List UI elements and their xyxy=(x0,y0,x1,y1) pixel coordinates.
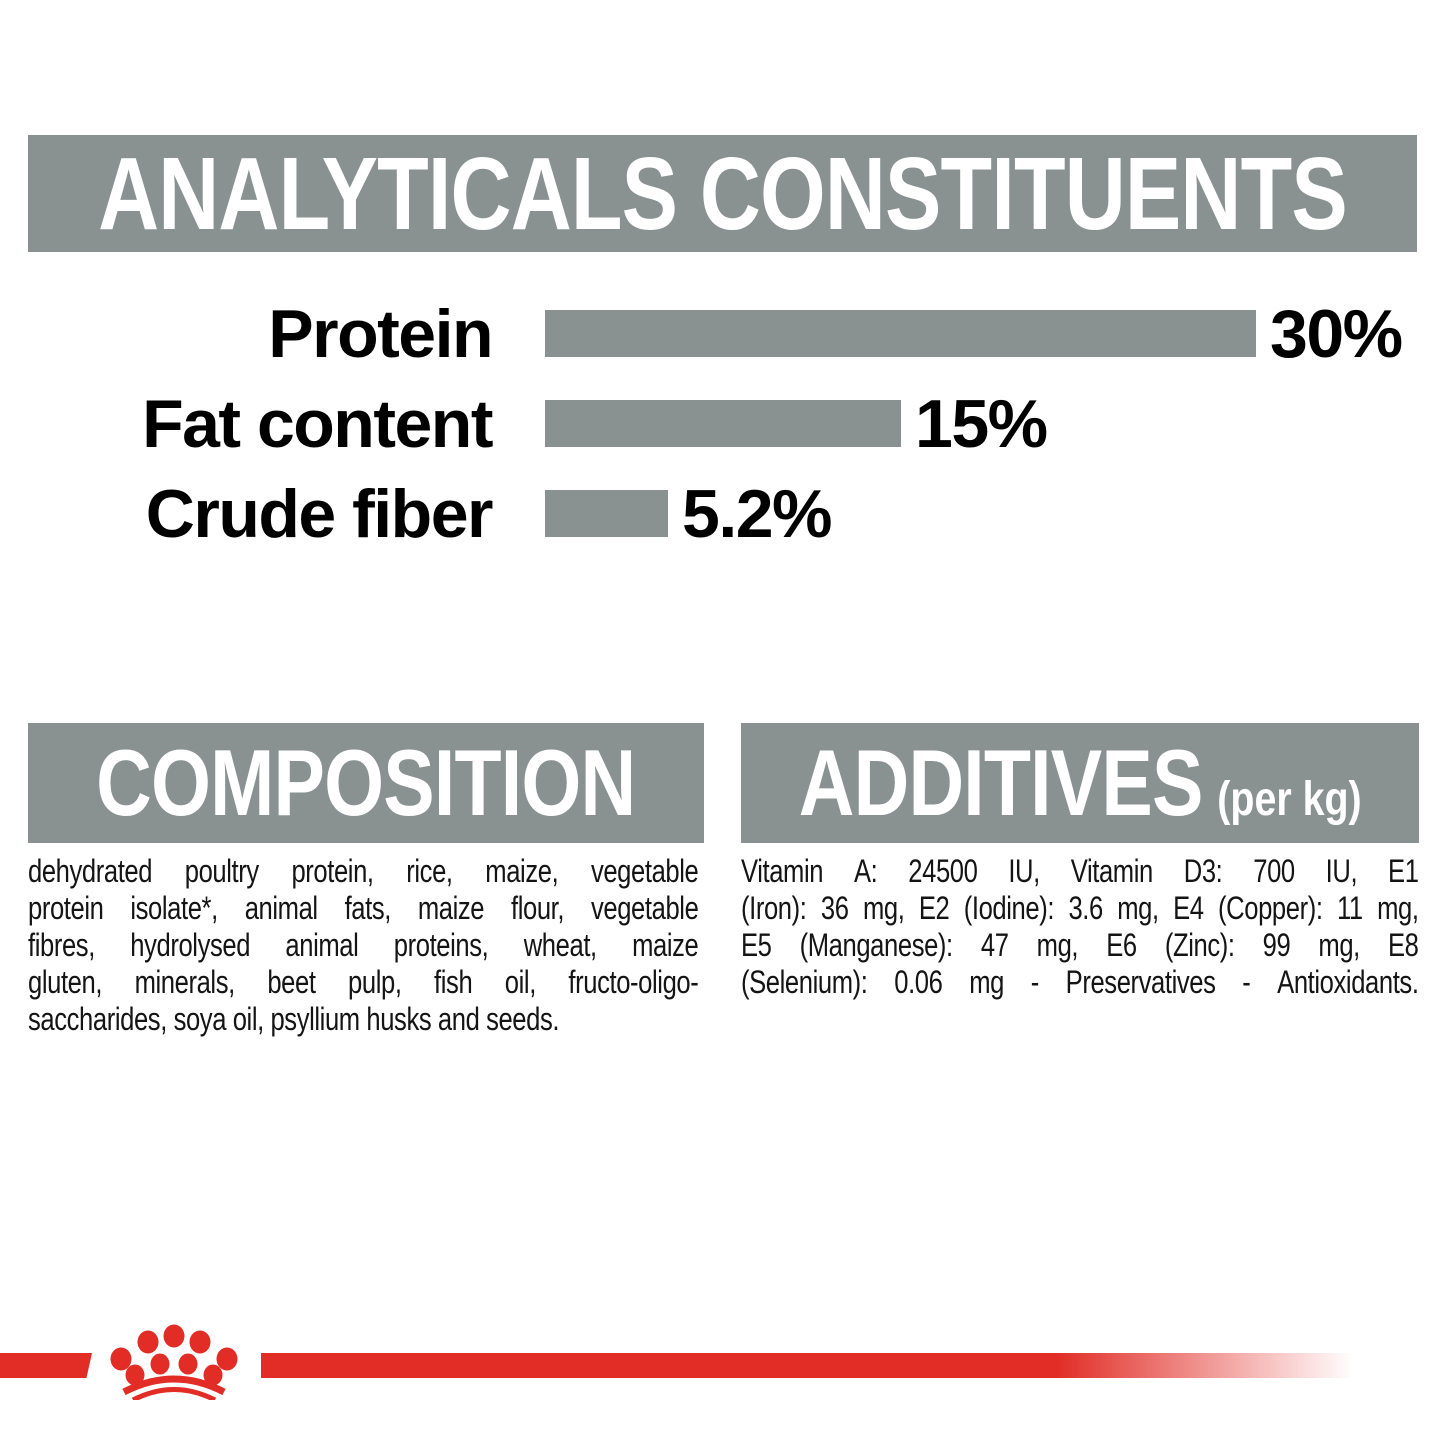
additives-text-line: E5 (Manganese): 47 mg, E6 (Zinc): 99 mg, E8 xyxy=(741,927,1419,963)
composition-title: COMPOSITION xyxy=(96,730,636,835)
composition-text-line: gluten, minerals, beet pulp, fish oil, fructo-… xyxy=(28,964,699,1000)
nutrient-bar xyxy=(545,400,901,447)
composition-text-line: fibres, hydrolysed animal proteins, wheat, ma… xyxy=(28,927,699,963)
additives-title-suffix: (per kg) xyxy=(1217,773,1362,826)
nutrient-bar xyxy=(545,310,1256,357)
nutrient-bar xyxy=(545,490,668,537)
nutrient-value: 15% xyxy=(915,385,1048,462)
nutrient-bar-chart: Protein 30% Fat content 15% Crude fiber … xyxy=(28,300,1417,580)
brand-band-left xyxy=(0,1353,92,1378)
composition-text-line: saccharides, soya oil, psyllium husks and seed… xyxy=(28,1001,560,1037)
nutrient-label: Crude fiber xyxy=(145,475,494,552)
analytical-constituents-title: ANALYTICALS CONSTITUENTS xyxy=(98,136,1348,251)
analytical-constituents-banner: ANALYTICALS CONSTITUENTS xyxy=(28,135,1417,252)
additives-title: ADDITIVES xyxy=(798,730,1204,835)
composition-text-line: protein isolate*, animal fats, maize flour, ve… xyxy=(28,890,699,926)
additives-text-line: (Iron): 36 mg, E2 (Iodine): 3.6 mg, E4 (Copper):… xyxy=(741,890,1419,926)
nutrient-label: Protein xyxy=(268,295,493,372)
chart-row: Fat content 15% xyxy=(28,390,1417,458)
royal-canin-crown-logo-icon xyxy=(104,1322,244,1400)
chart-row: Protein 30% xyxy=(28,300,1417,368)
additives-text-line: (Selenium): 0.06 mg - Preservatives - Antioxid… xyxy=(741,964,1419,1000)
nutrient-label: Fat content xyxy=(142,385,493,462)
brand-band-right xyxy=(261,1353,1365,1378)
additives-text-line: Vitamin A: 24500 IU, Vitamin D3: 700 IU, E1 xyxy=(741,853,1419,889)
additives-text: Vitamin A: 24500 IU, Vitamin D3: 700 IU, E1 (Iro… xyxy=(741,853,1419,1001)
additives-banner: ADDITIVES (per kg) xyxy=(741,723,1419,843)
composition-text-line: dehydrated poultry protein, rice, maize, vege… xyxy=(28,853,699,889)
composition-text: dehydrated poultry protein, rice, maize, vege… xyxy=(28,853,699,1038)
nutrient-value: 30% xyxy=(1270,295,1403,372)
chart-row: Crude fiber 5.2% xyxy=(28,480,1417,548)
composition-banner: COMPOSITION xyxy=(28,723,704,843)
nutrient-value: 5.2% xyxy=(682,475,833,552)
